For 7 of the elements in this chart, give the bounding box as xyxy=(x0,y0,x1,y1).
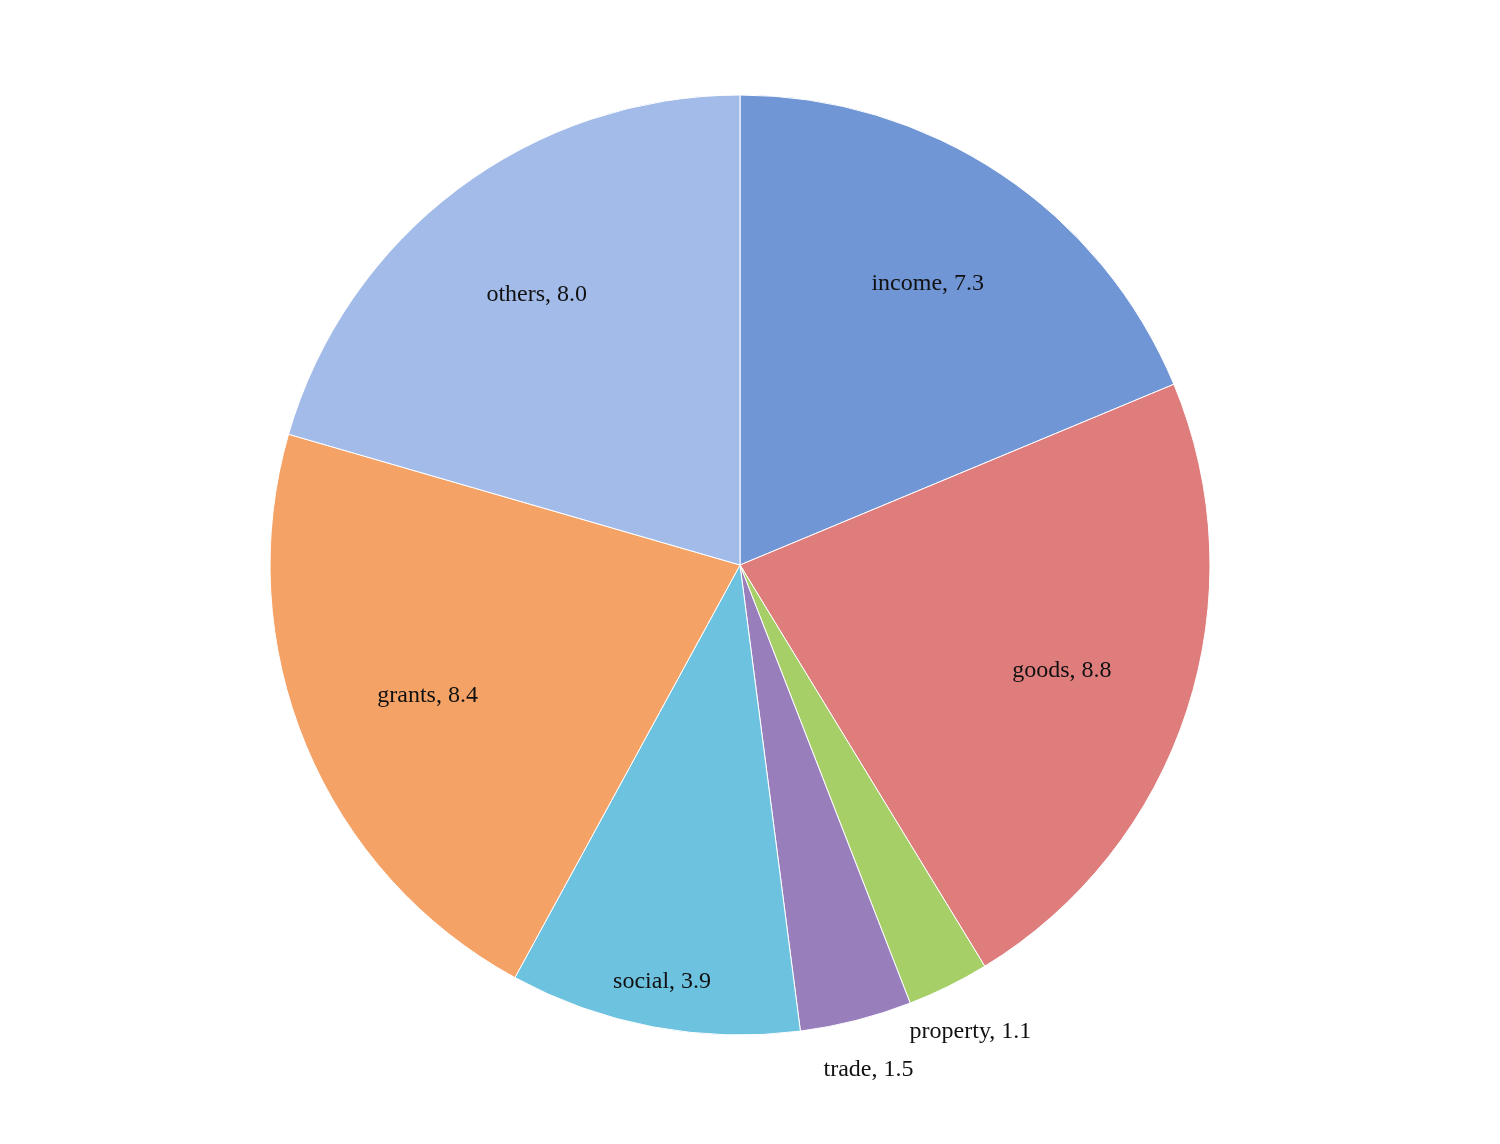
slice-label: grants, 8.4 xyxy=(377,681,478,708)
slice-label: property, 1.1 xyxy=(909,1017,1032,1044)
slice-label: trade, 1.5 xyxy=(823,1054,914,1081)
slice-label: goods, 8.8 xyxy=(1012,655,1112,682)
slice-label: income, 7.3 xyxy=(871,269,985,296)
slice-label: others, 8.0 xyxy=(486,280,588,307)
slice-label: social, 3.9 xyxy=(613,966,712,993)
